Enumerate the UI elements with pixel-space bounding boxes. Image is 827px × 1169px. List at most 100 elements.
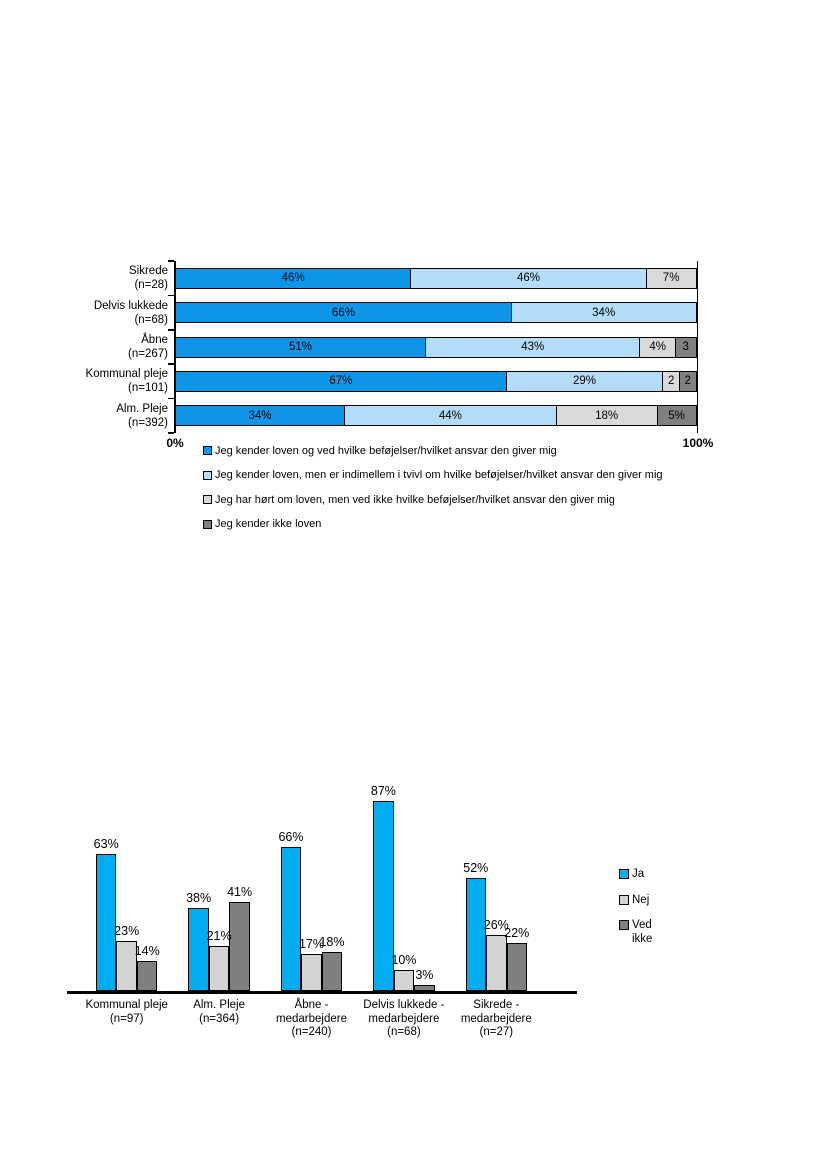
category-label-line: (n=392) [128,416,168,429]
category-label: Delvis lukkede (n=68) [25,299,168,327]
legend-item: Jeg kender loven og ved hvilke beføjelse… [203,445,557,457]
category-label: Alm. Pleje (n=392) [25,402,168,430]
bar-segment: 2 [662,370,680,392]
bar [95,853,117,992]
bar-value-label: 10% [391,952,417,967]
y-axis-tick [168,432,174,434]
legend-label: Ved ikke [632,919,653,945]
bar [188,908,209,992]
bar-segment: 66% [175,302,512,324]
bar-segment: 51% [175,336,426,358]
stacked-bar-row: 51% 43% 4% 3 [175,336,697,358]
y-axis-tick [168,363,174,365]
bar [465,877,487,992]
x-axis-category-line: (n=68) [387,1026,421,1038]
legend-item: Jeg kender loven, men er indimellem i tv… [203,469,663,481]
bar [321,952,343,992]
bar-value-label: 23% [114,924,140,939]
bar [301,954,322,992]
x-axis-category-line: (n=364) [199,1012,240,1025]
bar-segment: 46% [175,267,412,289]
bar [486,934,507,992]
x-axis-category-line: (n=97) [109,1012,144,1025]
category-label-line: Alm. Pleje [116,402,168,415]
x-axis-category-line: (n=27) [479,1026,514,1038]
x-axis-category-label: Kommunal pleje (n=97) [72,999,182,1026]
legend-label: Nej [632,893,650,906]
bar-segment: 4% [639,336,676,358]
bar-segment: 34% [510,302,697,324]
x-axis-min-label: 0% [166,436,184,450]
bar [116,941,137,992]
category-label-line: (n=28) [134,279,168,292]
bar-value-label: 14% [134,943,160,958]
stacked-bar-row: 66% 34% [175,302,697,324]
x-axis-category-label: Åbne - medarbejdere (n=240) [257,999,367,1040]
legend-item: Jeg har hørt om loven, men ved ikke hvil… [203,494,615,506]
x-axis-category-line: medarbejdere [460,1012,532,1025]
bar-value-label: 26% [483,917,509,932]
bar-value-label: 18% [319,935,345,950]
x-axis-category-line: Åbne - [294,999,329,1011]
category-label: Kommunal pleje (n=101) [25,367,168,395]
y-axis-tick [168,329,174,331]
y-axis-tick [168,397,174,400]
y-axis-line [173,261,176,433]
bar-value-label: 87% [370,783,396,798]
legend-item: Nej [619,893,674,907]
legend-swatch [203,446,212,455]
x-axis-category-line: medarbejdere [368,1012,440,1025]
y-axis-tick [168,260,174,262]
legend-label: Jeg har hørt om loven, men ved ikke hvil… [215,493,615,506]
legend-label: Jeg kender ikke loven [215,518,322,531]
bar [208,945,230,992]
bar-segment: 3 [674,336,697,358]
bar-value-label: 22% [504,926,530,941]
bar [393,969,415,992]
bar-value-label: 3% [415,967,434,982]
bar-segment: 67% [175,370,507,392]
x-axis-max-label: 100% [682,436,714,450]
x-axis-category-line: medarbejdere [276,1012,347,1025]
bar-segment: 18% [555,405,658,427]
bar-segment: 44% [344,405,557,427]
x-axis-category-label: Delvis lukkede - medarbejdere (n=68) [349,999,459,1040]
category-label-line: Kommunal pleje [85,368,168,381]
legend-item: Ved ikke [619,918,674,946]
category-label-line: (n=68) [134,313,168,326]
legend-swatch [619,869,629,879]
category-label-line: Sikrede [129,265,168,278]
bar [280,846,302,992]
bar-value-label: 52% [463,860,489,875]
legend-label: Jeg kender loven, men er indimellem i tv… [215,469,663,482]
legend-item: Jeg kender ikke loven [203,518,321,530]
bar-segment: 46% [410,267,647,289]
bar-segment: 34% [175,405,346,427]
legend-swatch [203,470,212,480]
bar-segment: 2 [678,370,697,392]
stacked-bar-row: 46% 46% 7% [175,267,697,289]
category-label-line: Delvis lukkede [93,299,168,312]
stacked-bar-row: 67% 29% 2 2 [175,370,697,392]
legend-swatch [619,894,629,905]
legend-label: Jeg kender loven og ved hvilke beføjelse… [215,444,557,457]
legend-label: Ja [632,868,645,880]
bar-segment: 7% [645,267,697,289]
x-axis-category-line: Alm. Pleje [193,999,245,1011]
x-axis-category-label: Sikrede - medarbejdere (n=27) [441,999,551,1040]
stacked-bar-row: 34% 44% 18% 5% [175,405,697,427]
bar-value-label: 38% [186,891,212,906]
bar-segment: 29% [505,370,664,392]
category-label-line: Åbne [141,334,168,346]
bar [373,800,394,992]
legend-item: Ja [619,867,674,881]
bar-value-label: 21% [206,928,232,943]
category-label-line: (n=267) [128,348,168,360]
x-axis-category-line: Sikrede - [473,999,520,1011]
bar-value-label: 41% [227,884,253,899]
category-label: Åbne (n=267) [25,333,168,361]
x-axis-line [67,991,577,994]
category-label-line: (n=101) [128,382,168,395]
bar-value-label: 63% [93,836,119,851]
